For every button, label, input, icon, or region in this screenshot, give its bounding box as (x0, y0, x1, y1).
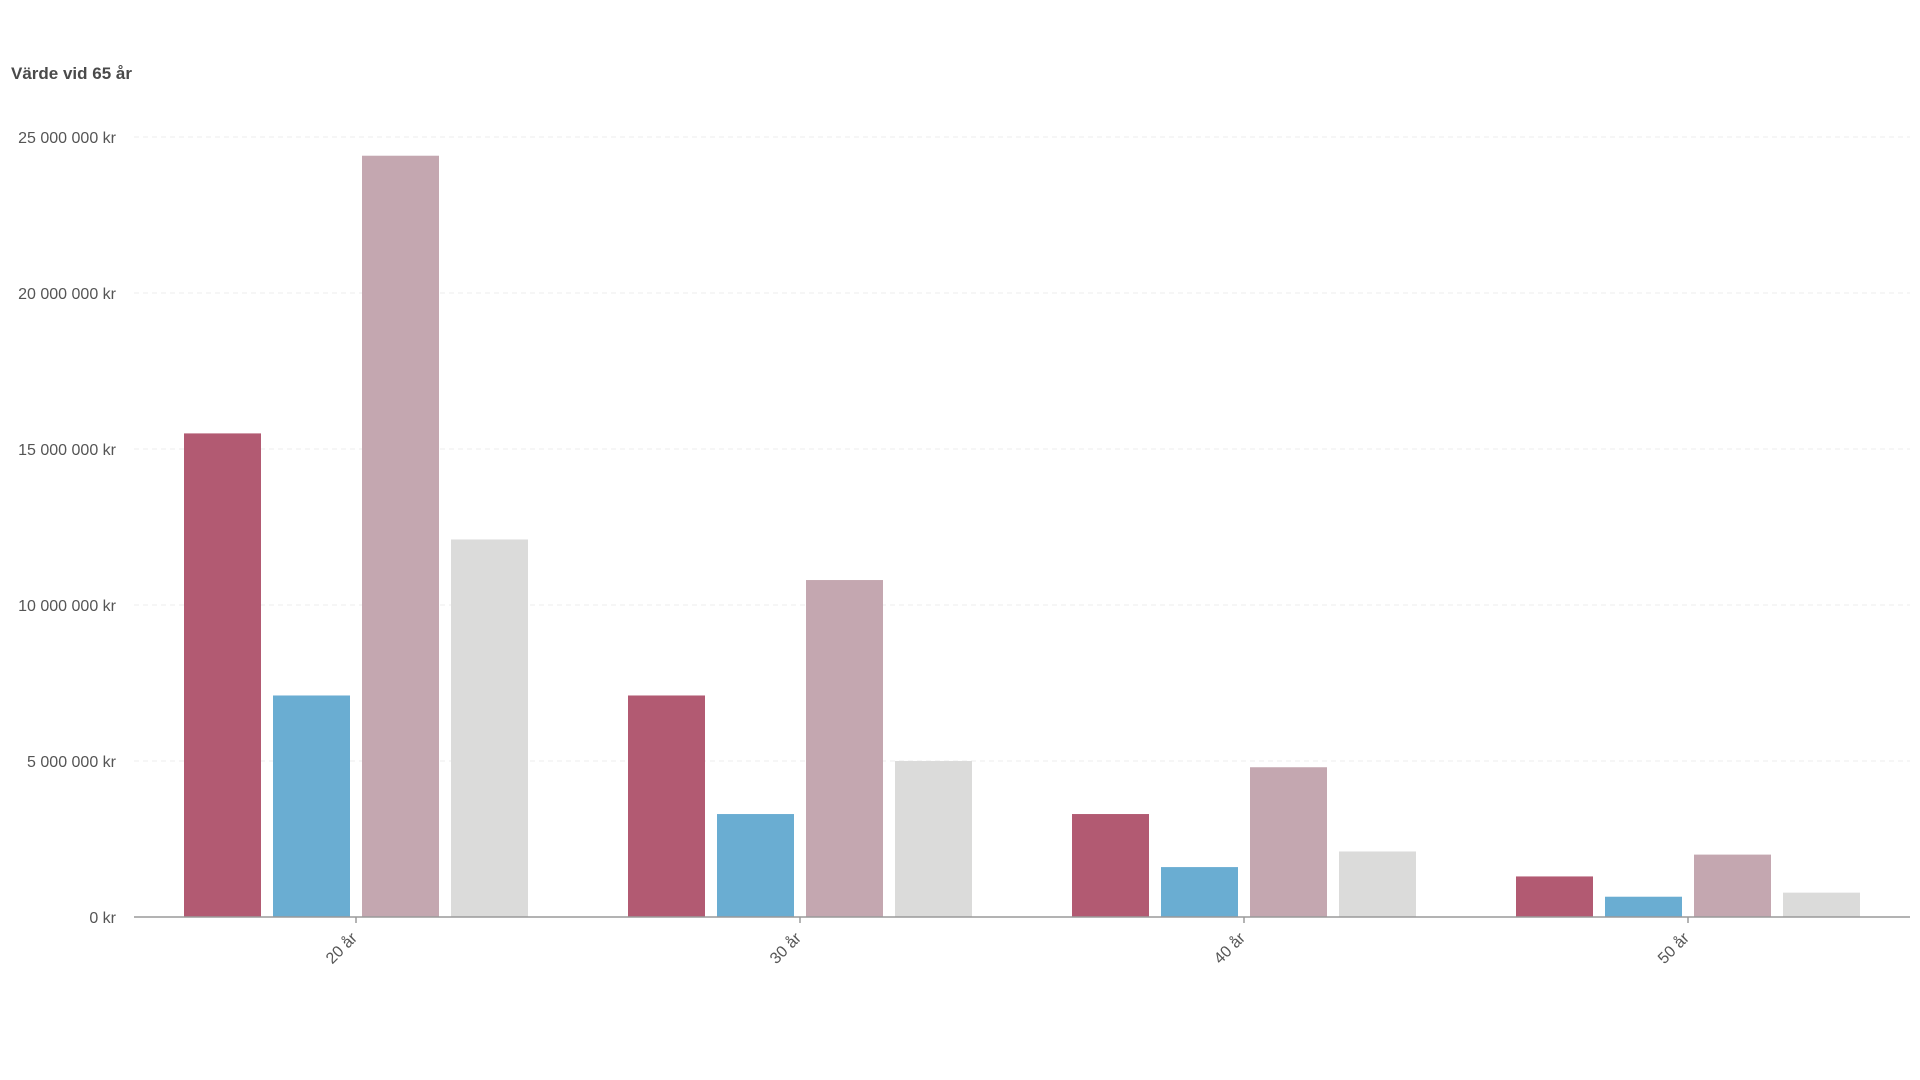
x-tick-label: 20 år (322, 929, 361, 968)
bar (806, 580, 883, 917)
y-tick-label: 5 000 000 kr (27, 754, 117, 771)
bar (717, 814, 794, 917)
grid-lines (134, 136, 1910, 762)
bar (1072, 814, 1149, 917)
bar (1161, 867, 1238, 917)
x-tick-label: 30 år (766, 929, 805, 968)
y-axis-title: Värde vid 65 år (11, 64, 132, 83)
bar (895, 761, 972, 917)
bar (1516, 876, 1593, 917)
x-tick-label: 50 år (1654, 929, 1693, 968)
bar (1605, 896, 1682, 917)
bar (184, 433, 261, 917)
bar (1783, 892, 1860, 917)
bar (273, 695, 350, 917)
y-axis-ticks: 0 kr 5 000 000 kr 10 000 000 kr 15 000 000 … (18, 130, 117, 927)
bar (1250, 767, 1327, 917)
bar (1339, 851, 1416, 917)
bar (451, 539, 528, 917)
x-tick-label: 40 år (1210, 929, 1249, 968)
y-tick-label: 20 000 000 kr (18, 286, 117, 303)
bars (184, 155, 1860, 918)
y-tick-label: 25 000 000 kr (18, 130, 117, 147)
y-tick-label: 0 kr (89, 910, 116, 927)
bar (628, 695, 705, 917)
x-axis: 20 år 30 år 40 år 50 år (134, 916, 1910, 968)
bar (1694, 854, 1771, 917)
y-tick-label: 15 000 000 kr (18, 442, 117, 459)
y-tick-label: 10 000 000 kr (18, 598, 117, 615)
bar (362, 155, 439, 918)
